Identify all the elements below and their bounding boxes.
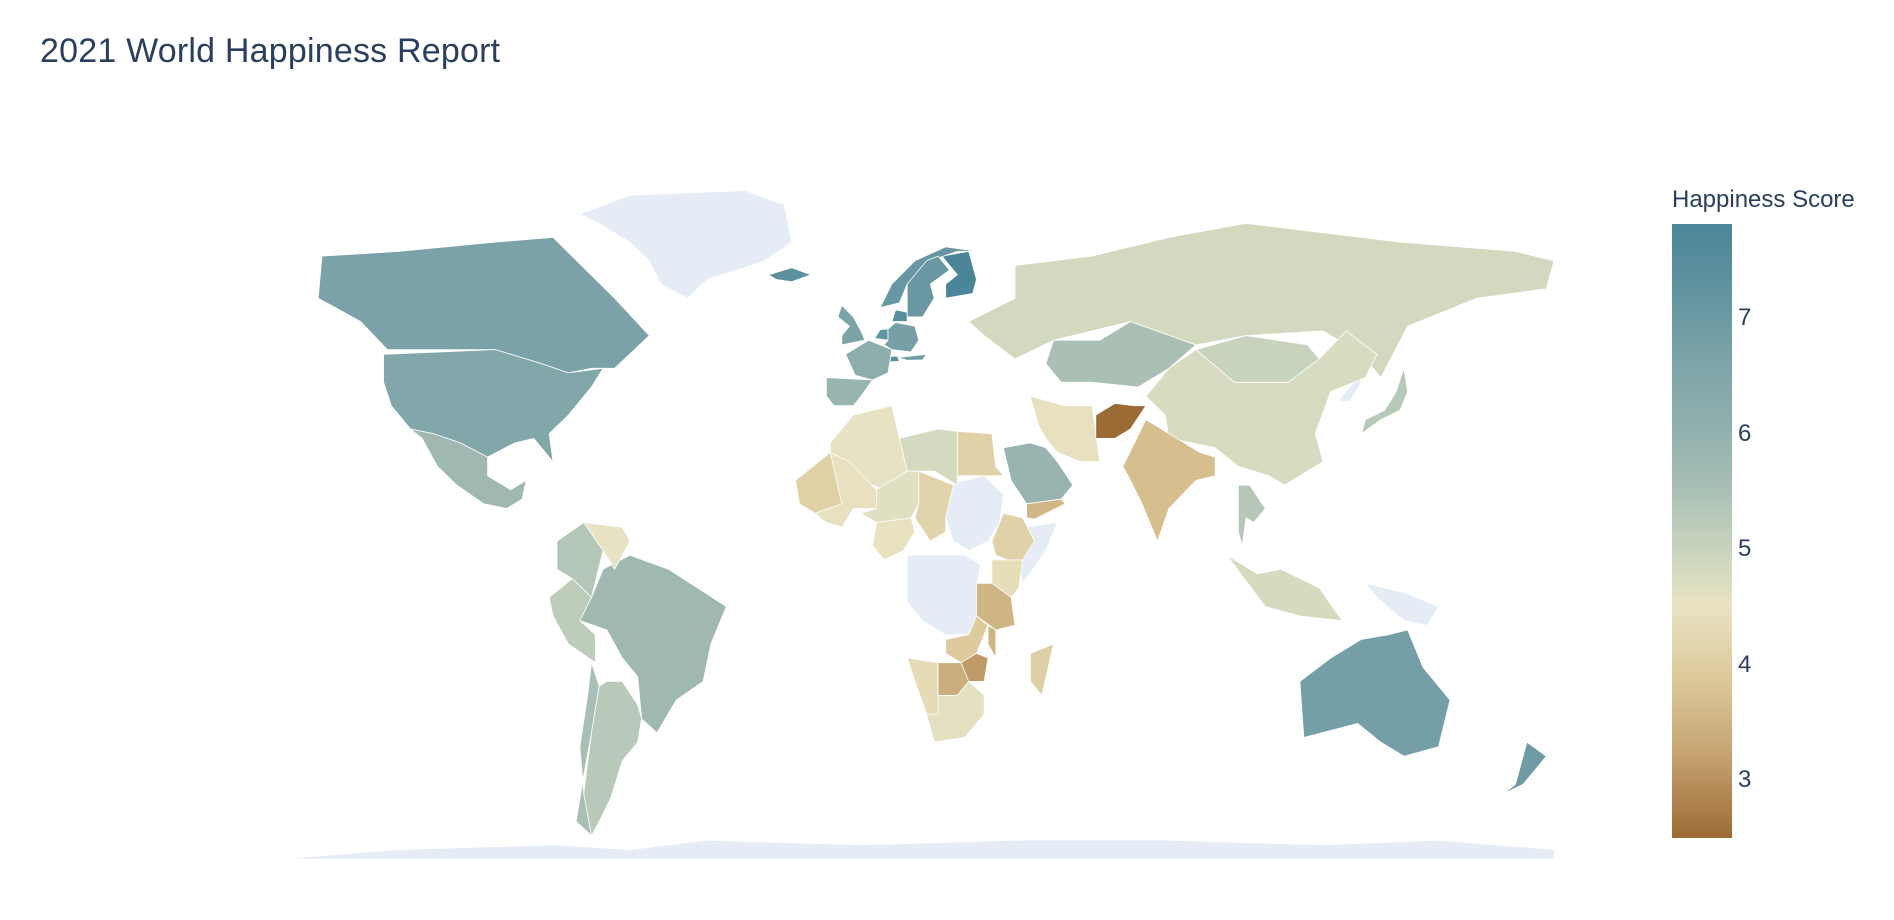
country-japan[interactable]: Japan bbox=[1360, 368, 1409, 435]
country-sweden[interactable]: Sweden bbox=[906, 255, 951, 318]
chart-title: 2021 World Happiness Report bbox=[40, 32, 501, 70]
country-netherlands[interactable]: Netherlands bbox=[873, 328, 889, 341]
country-malawi[interactable]: Malawi bbox=[987, 624, 997, 660]
colorbar-tick-4: 4 bbox=[1738, 651, 1752, 678]
country-finland[interactable]: Finland bbox=[941, 250, 977, 299]
country-zimbabwe[interactable]: Zimbabwe bbox=[960, 652, 989, 682]
country-new-zealand[interactable]: New Zealand bbox=[1503, 741, 1547, 794]
country-nigeria[interactable]: Nigeria bbox=[872, 517, 916, 561]
country-iran[interactable]: Iran bbox=[1029, 395, 1101, 463]
country-spain[interactable]: Spain bbox=[826, 377, 874, 407]
country-yemen[interactable]: Yemen bbox=[1026, 498, 1066, 520]
korea-shape bbox=[1337, 377, 1362, 402]
country-saudi-arabia[interactable]: Saudi Arabia bbox=[1002, 442, 1074, 505]
sudan-region-shape bbox=[945, 475, 1004, 551]
colorbar-tick-3: 3 bbox=[1738, 766, 1752, 793]
country-denmark[interactable]: Denmark bbox=[891, 309, 908, 322]
country-indonesia[interactable]: Indonesia bbox=[1226, 554, 1344, 622]
country-norway[interactable]: Norway bbox=[879, 246, 977, 309]
country-kazakhstan[interactable]: Kazakhstan bbox=[1045, 321, 1197, 388]
country-chad[interactable]: Chad bbox=[914, 470, 954, 542]
country-ethiopia[interactable]: Ethiopia bbox=[991, 512, 1035, 561]
country-afghanistan[interactable]: Afghanistan bbox=[1095, 402, 1147, 439]
country-madagascar[interactable]: Madagascar bbox=[1030, 643, 1055, 697]
country-austria[interactable]: Austria bbox=[897, 353, 928, 361]
country-canada[interactable]: Canada bbox=[317, 236, 650, 374]
land-layer bbox=[168, 190, 1554, 859]
country-layer[interactable]: FinlandDenmarkSwitzerlandIcelandNetherla… bbox=[317, 222, 1554, 837]
country-botswana[interactable]: Botswana bbox=[937, 662, 970, 696]
greenland-shape bbox=[579, 190, 793, 299]
country-thailand[interactable]: Thailand bbox=[1237, 484, 1266, 547]
country-united-states[interactable]: United States bbox=[383, 349, 604, 464]
colorbar-tick-7: 7 bbox=[1738, 304, 1752, 331]
papua-shape bbox=[1364, 582, 1439, 626]
country-mexico[interactable]: Mexico bbox=[410, 428, 527, 509]
world-map[interactable]: FinlandDenmarkSwitzerlandIcelandNetherla… bbox=[168, 186, 1554, 859]
country-china[interactable]: China bbox=[1145, 330, 1378, 486]
country-iceland[interactable]: Iceland bbox=[767, 267, 813, 283]
country-venezuela[interactable]: Venezuela bbox=[582, 521, 631, 570]
country-zambia[interactable]: Zambia bbox=[945, 615, 989, 664]
country-germany[interactable]: Germany bbox=[883, 322, 920, 353]
country-argentina[interactable]: Argentina bbox=[583, 681, 643, 837]
country-namibia[interactable]: Namibia bbox=[906, 657, 939, 715]
congo-region-shape bbox=[906, 554, 981, 635]
country-australia[interactable]: Australia bbox=[1299, 629, 1451, 757]
country-india[interactable]: India bbox=[1122, 419, 1216, 543]
colorbar-tick-5: 5 bbox=[1738, 535, 1752, 562]
colorbar-tick-6: 6 bbox=[1738, 420, 1752, 447]
country-egypt[interactable]: Egypt bbox=[956, 430, 1005, 477]
country-united-kingdom[interactable]: United Kingdom bbox=[837, 304, 866, 346]
antarctica-shape bbox=[168, 839, 1554, 859]
map-svg[interactable]: FinlandDenmarkSwitzerlandIcelandNetherla… bbox=[168, 186, 1554, 859]
country-mauritania[interactable]: Mauritania bbox=[795, 451, 843, 514]
country-russia[interactable]: Russia bbox=[968, 222, 1554, 379]
colorbar-title: Happiness Score bbox=[1672, 186, 1855, 213]
colorbar-gradient bbox=[1672, 224, 1732, 838]
country-france[interactable]: France bbox=[845, 339, 893, 381]
country-peru[interactable]: Peru bbox=[548, 578, 596, 664]
